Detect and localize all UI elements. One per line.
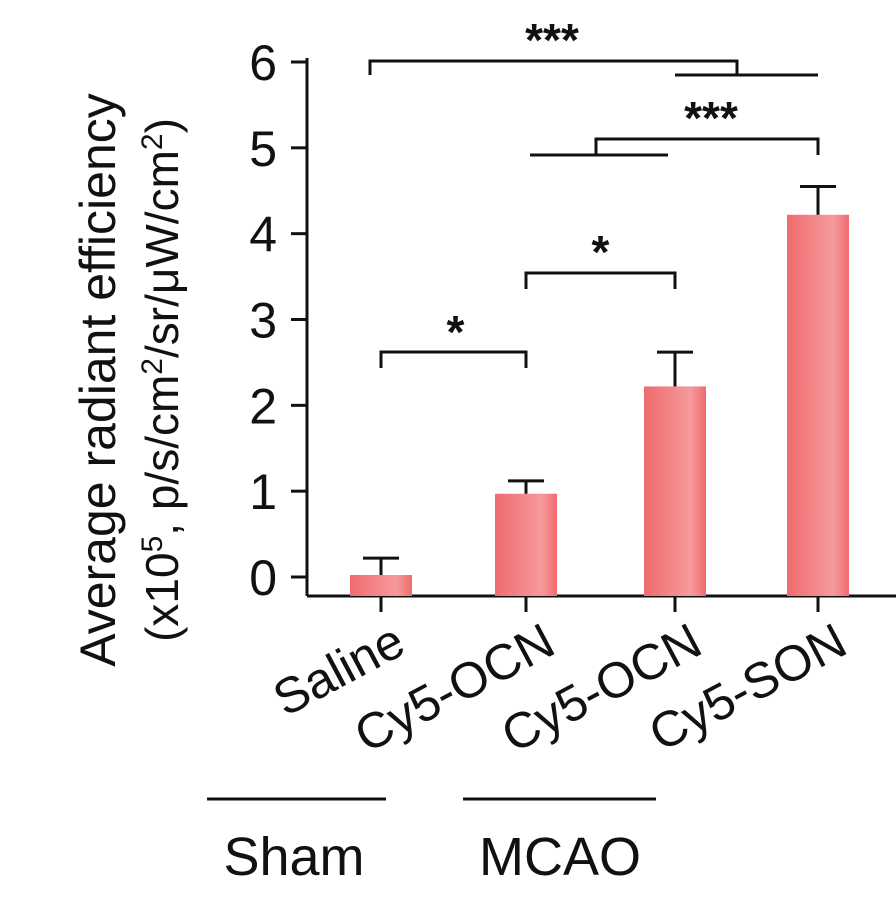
significance-bracket-2 [594,137,820,155]
significance-bracket-3 [368,59,739,75]
group-label-1: MCAO [479,827,641,887]
significance-label-1: * [592,226,610,278]
y-tick-label-3: 3 [249,293,277,349]
y-axis-units-part1: (x10 [136,552,188,641]
bar-0 [350,575,412,596]
y-tick-label-1: 1 [249,464,277,520]
y-tick-label-0: 0 [249,550,277,606]
significance-label-3: *** [525,14,579,66]
y-tick-label-5: 5 [249,121,277,177]
significance-label-2: *** [684,92,738,144]
y-axis-units-part4: ) [136,118,188,133]
y-axis-units-part3: /sr/μW/cm [136,150,188,358]
y-tick-label-4: 4 [249,207,277,263]
y-axis-units-exp2: 2 [136,358,169,375]
y-tick-label-6: 6 [249,35,277,91]
significance-bracket-1 [524,271,677,289]
bar-2 [644,386,706,596]
y-axis-units-exp1: 5 [136,536,169,553]
y-axis-units: (x105, p/s/cm2/sr/μW/cm2) [136,118,189,642]
group-label-0: Sham [223,827,364,887]
y-axis-units-exp3: 2 [136,133,169,150]
significance-label-0: * [447,306,465,358]
y-axis-units-part2: , p/s/cm [136,375,188,536]
significance-bracket-0 [379,350,528,368]
y-tick-label-2: 2 [249,378,277,434]
bar-1 [495,493,557,596]
bar-3 [787,214,849,597]
y-axis-title: Average radiant efficiency [70,93,126,667]
